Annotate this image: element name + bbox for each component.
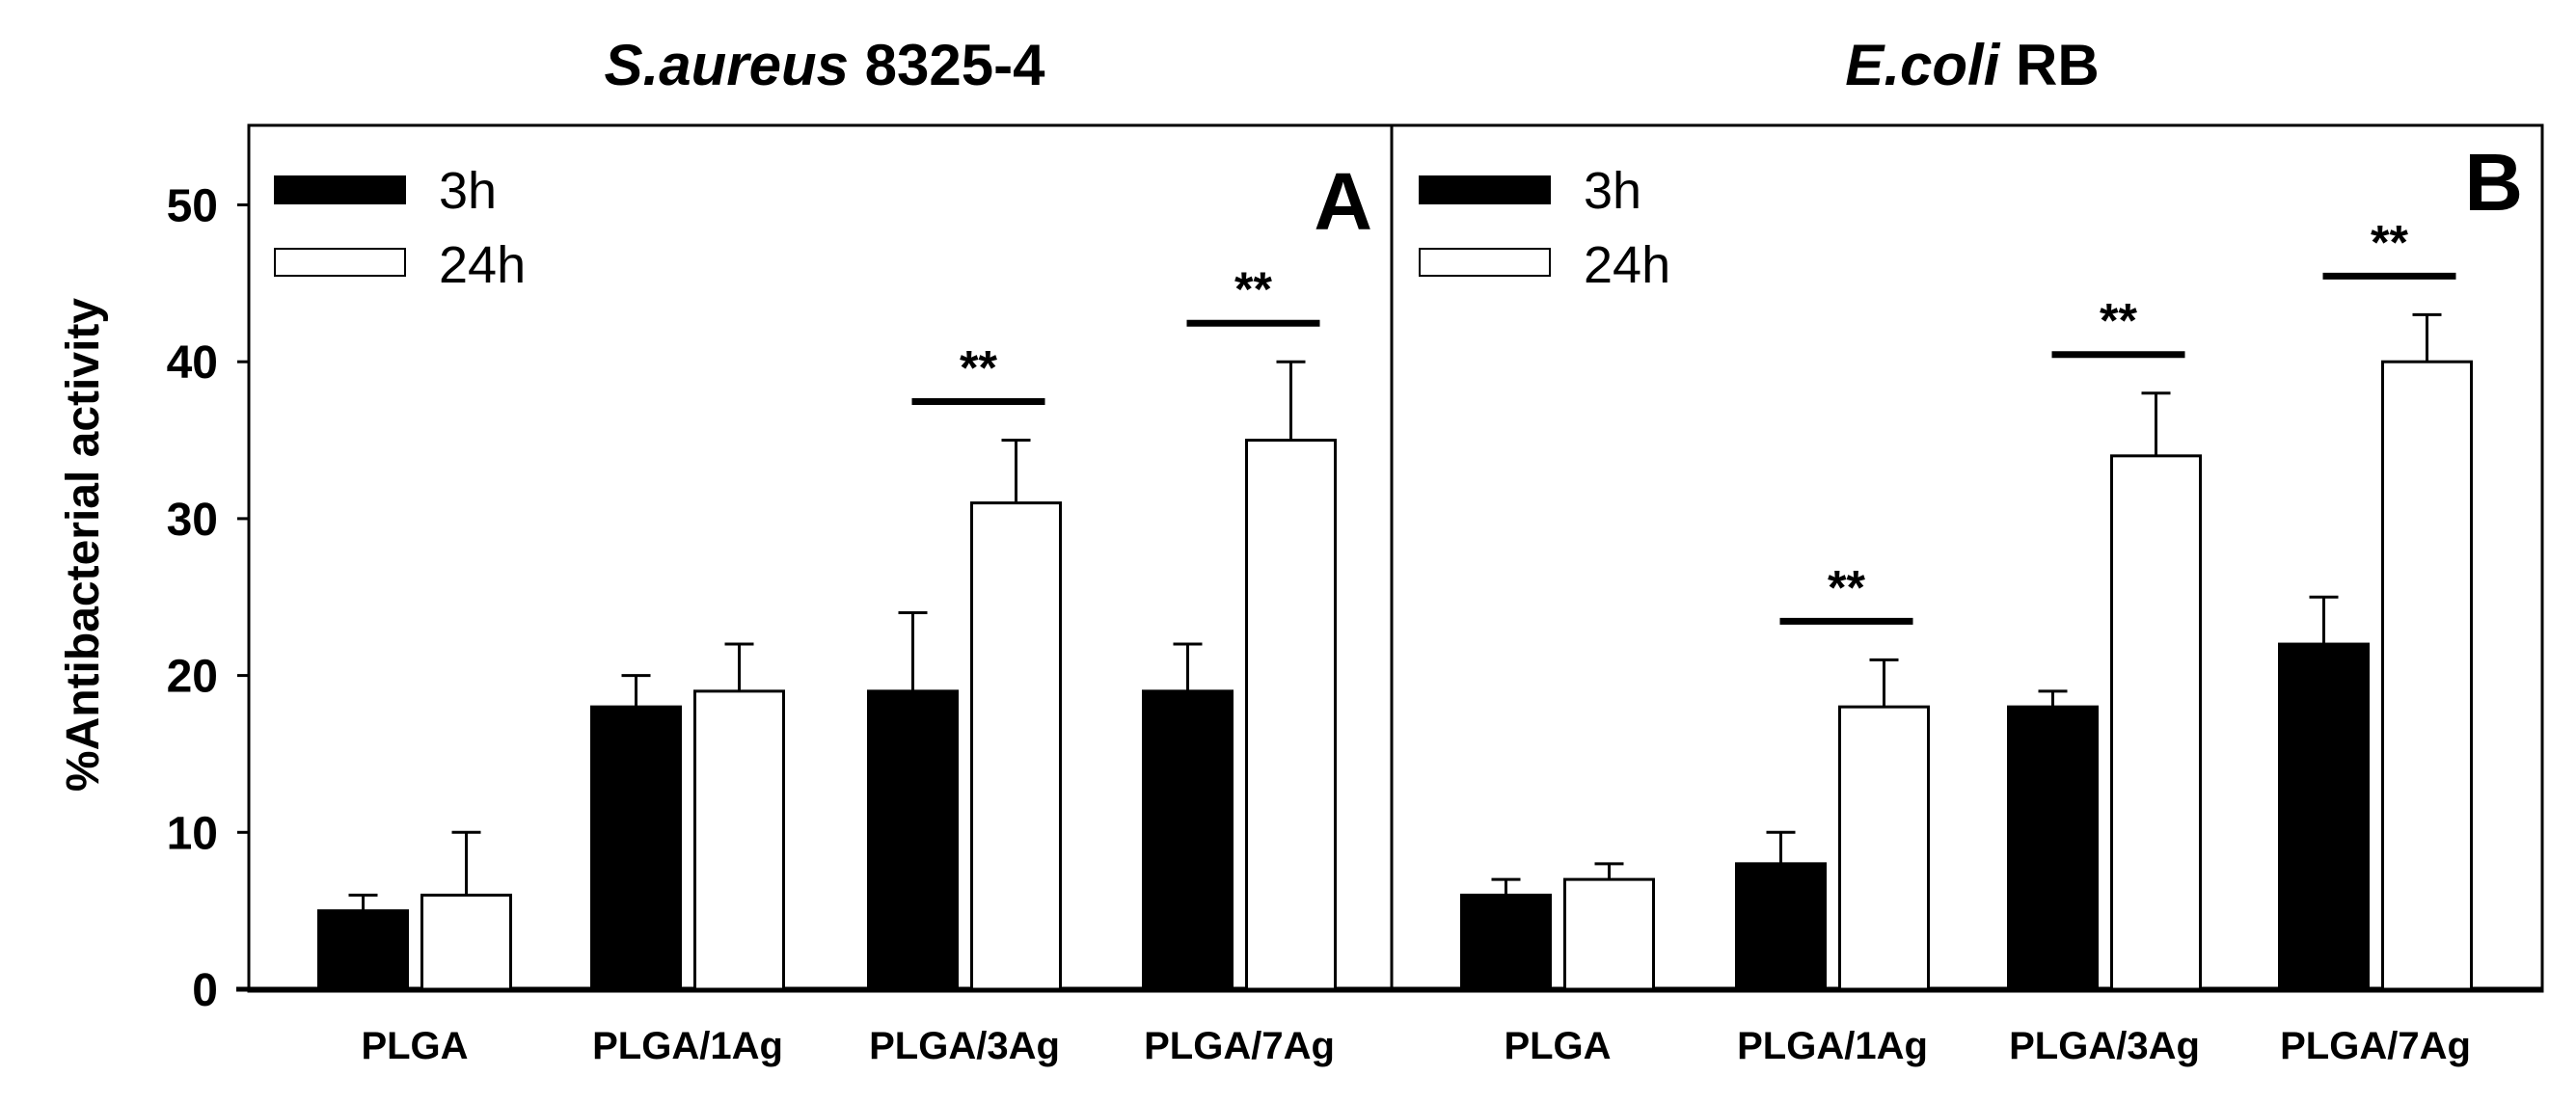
x-axis-tick-labels: PLGA PLGA/1Ag PLGA/3Ag PLGA/7Ag PLGA PLGA/1Ag…	[361, 1025, 2470, 1067]
bar-24h-PLGA/7Ag	[2381, 360, 2473, 991]
bar-3h-PLGA/3Ag	[2007, 705, 2099, 991]
x-tick-label: PLGA/3Ag	[2009, 1025, 2200, 1067]
x-tick-label: PLGA/1Ag	[592, 1025, 783, 1067]
panel-a-title-rest: 8325-4	[849, 33, 1045, 97]
legend-swatch-24h	[274, 248, 406, 277]
bar-24h-PLGA/1Ag	[1838, 705, 1930, 991]
panel-b-title-italic: E.coli	[1845, 33, 2000, 97]
y-tick-label: 40	[167, 337, 218, 389]
bar-24h-PLGA/3Ag	[2110, 454, 2202, 991]
y-tick-label: 30	[167, 495, 218, 546]
x-tick-label: PLGA/7Ag	[1144, 1025, 1335, 1067]
bar-3h-PLGA/7Ag	[2278, 642, 2370, 991]
significance-label: **	[1828, 560, 1865, 614]
bar-24h-PLGA/7Ag	[1245, 439, 1337, 991]
bar-24h-PLGA/3Ag	[970, 501, 1062, 991]
legend-panel-b: 3h 24h	[1419, 162, 1670, 294]
x-tick-label: PLGA	[1504, 1025, 1611, 1067]
significance-label: **	[1234, 262, 1272, 316]
significance-label: **	[2371, 215, 2408, 269]
significance-markers: ** ** ** ** **	[911, 215, 2456, 625]
legend-swatch-3h	[274, 175, 406, 204]
panel-b-label: B	[2464, 137, 2523, 228]
panel-a-label: A	[1314, 156, 1372, 247]
panel-b-title: E.coli RB	[1845, 33, 2099, 97]
legend-swatch-24h	[1419, 248, 1551, 277]
x-tick-label: PLGA/1Ag	[1737, 1025, 1928, 1067]
bar-24h-PLGA	[420, 893, 512, 991]
bar-24h-PLGA	[1563, 877, 1655, 991]
bar-3h-PLGA	[317, 909, 409, 991]
legend-label-24h: 24h	[439, 236, 526, 294]
bar-3h-PLGA/7Ag	[1142, 689, 1234, 991]
panel-a-title: S.aureus 8325-4	[605, 33, 1046, 97]
bar-3h-PLGA/1Ag	[1735, 862, 1827, 991]
y-axis-ticks: 0 10 20 30 40 50	[167, 181, 249, 1016]
legend-swatch-3h	[1419, 175, 1551, 204]
legend-label-24h: 24h	[1584, 236, 1670, 294]
bar-24h-PLGA/1Ag	[693, 689, 785, 991]
bar-3h-PLGA/1Ag	[590, 705, 682, 991]
y-tick-label: 10	[167, 808, 218, 859]
significance-label: **	[960, 341, 997, 395]
bar-3h-PLGA/3Ag	[867, 689, 959, 991]
bar-3h-PLGA	[1460, 893, 1552, 991]
legend-label-3h: 3h	[1584, 162, 1641, 220]
legend-panel-a: 3h 24h	[274, 162, 526, 294]
x-tick-label: PLGA/7Ag	[2280, 1025, 2471, 1067]
legend-label-3h: 3h	[439, 162, 497, 220]
panel-b-title-rest: RB	[1999, 33, 2099, 97]
x-tick-label: PLGA/3Ag	[869, 1025, 1060, 1067]
y-tick-label: 0	[192, 965, 218, 1016]
y-tick-label: 50	[167, 181, 218, 232]
panel-a-title-italic: S.aureus	[605, 33, 849, 97]
bars-layer	[317, 312, 2473, 991]
significance-label: **	[2100, 294, 2137, 348]
x-tick-label: PLGA	[361, 1025, 468, 1067]
y-tick-label: 20	[167, 652, 218, 703]
y-axis-label: %Antibacterial activity	[58, 298, 109, 792]
